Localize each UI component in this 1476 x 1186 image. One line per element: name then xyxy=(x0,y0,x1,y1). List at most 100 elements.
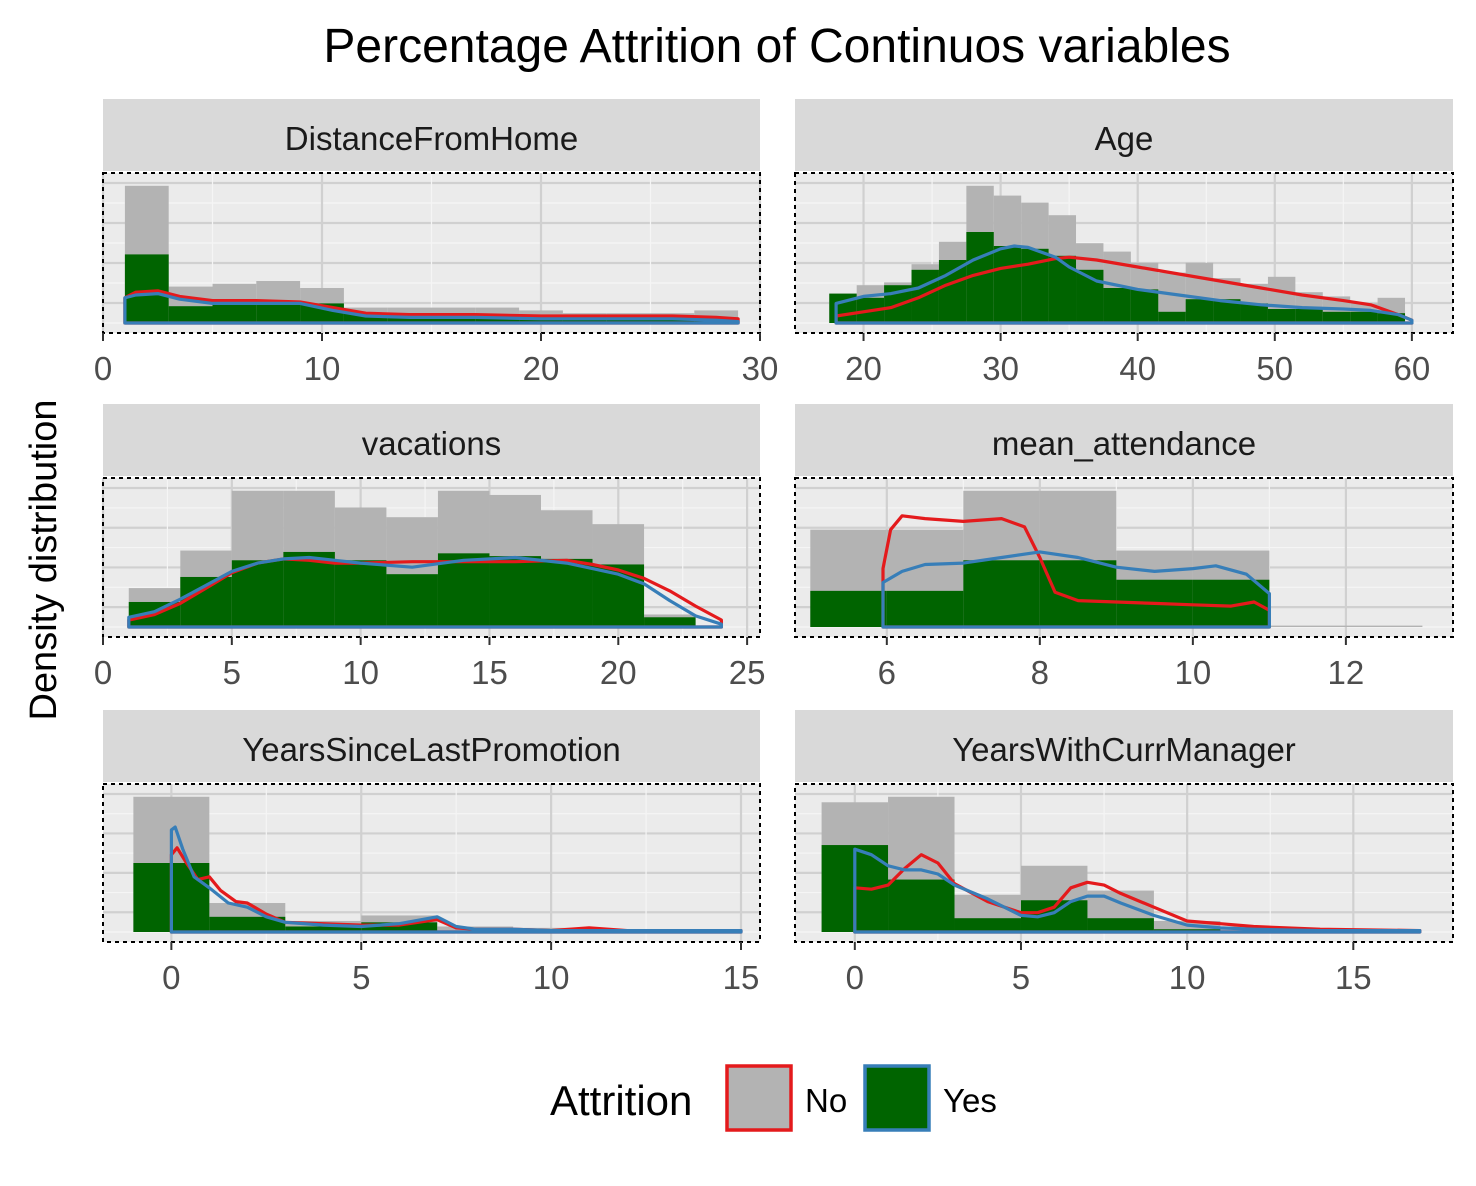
y-axis-label: Density distribution xyxy=(23,399,65,720)
bar-yes xyxy=(437,553,490,627)
chart-title: Percentage Attrition of Continuos variab… xyxy=(323,20,1230,73)
x-tick-label: 10 xyxy=(1175,654,1212,691)
x-tick-label: 10 xyxy=(1169,959,1206,996)
bar-yes xyxy=(1158,311,1186,323)
bar-yes xyxy=(1295,309,1323,323)
bar-yes xyxy=(285,926,362,932)
facet-years-with-curr-manager: YearsWithCurrManager 0 5 10 15 xyxy=(794,710,1454,996)
bar-yes xyxy=(993,246,1022,323)
x-tick-label: 0 xyxy=(94,654,112,691)
x-tick-label: 10 xyxy=(533,959,570,996)
bar-yes xyxy=(489,556,541,627)
facet-strip xyxy=(795,99,1453,171)
bar-yes xyxy=(1213,299,1241,323)
facet-strip xyxy=(795,710,1453,782)
bar-yes xyxy=(938,260,967,323)
facet-strip-label: DistanceFromHome xyxy=(285,120,578,157)
bar-yes xyxy=(888,879,955,932)
bar-yes xyxy=(1048,255,1077,323)
x-tick-label: 20 xyxy=(600,654,637,691)
panel-border xyxy=(102,172,761,334)
bar-yes xyxy=(1322,311,1351,323)
legend-label: Yes xyxy=(943,1082,997,1119)
bar-yes xyxy=(1350,311,1378,323)
x-tick-label: 50 xyxy=(1256,350,1293,387)
bar-yes xyxy=(954,918,1021,932)
facet-strip-label: YearsWithCurrManager xyxy=(952,731,1296,768)
bar-yes xyxy=(475,316,520,323)
bar-yes xyxy=(343,313,388,323)
x-tick-label: 5 xyxy=(352,959,370,996)
facet-years-since-last-promotion: YearsSinceLastPromotion 0 5 10 15 xyxy=(102,710,761,996)
x-tick-label: 8 xyxy=(1031,654,1049,691)
legend-label: No xyxy=(805,1082,847,1119)
x-tick-label: 60 xyxy=(1394,350,1431,387)
bar-yes xyxy=(886,590,964,627)
density-line-yes xyxy=(169,825,743,934)
x-tick-label: 15 xyxy=(471,654,508,691)
x-tick-label: 30 xyxy=(982,350,1019,387)
x-tick-label: 0 xyxy=(94,350,112,387)
facet-age: Age 20 30 40 50 60 xyxy=(794,99,1454,387)
panel-border xyxy=(794,172,1454,334)
histogram xyxy=(821,796,1420,932)
density-line-no xyxy=(853,853,1422,934)
x-tick-label: 10 xyxy=(304,350,341,387)
bar-no xyxy=(1269,625,1346,627)
facet-strip xyxy=(103,99,760,171)
density-line-yes xyxy=(123,292,740,325)
bar-no xyxy=(1345,625,1423,627)
bar-yes xyxy=(541,558,593,627)
bar-yes xyxy=(810,590,887,627)
facet-strip xyxy=(103,710,760,782)
x-axis: 0 5 10 15 xyxy=(846,942,1372,996)
panel-border xyxy=(102,783,761,943)
bar-yes xyxy=(1039,560,1117,627)
x-tick-label: 15 xyxy=(1335,959,1372,996)
bar-yes xyxy=(283,551,335,627)
bar-yes xyxy=(212,303,257,323)
x-tick-label: 0 xyxy=(846,959,864,996)
bar-yes xyxy=(1130,289,1159,323)
x-tick-label: 20 xyxy=(523,350,560,387)
bar-yes xyxy=(334,560,387,627)
x-tick-label: 20 xyxy=(845,350,882,387)
bar-yes xyxy=(431,316,476,323)
x-tick-label: 6 xyxy=(878,654,896,691)
x-axis: 6 8 10 12 xyxy=(878,637,1365,691)
density-line-no xyxy=(123,289,740,325)
x-axis: 0 5 10 15 20 25 xyxy=(94,637,765,691)
legend-key-yes xyxy=(863,1064,931,1132)
bar-yes xyxy=(1240,303,1268,323)
bar-yes xyxy=(168,306,213,323)
x-tick-label: 15 xyxy=(723,959,760,996)
x-axis: 20 30 40 50 60 xyxy=(845,333,1430,387)
facet-mean-attendance: mean_attendance 6 8 10 12 xyxy=(794,404,1454,691)
legend: Attrition No Yes xyxy=(550,1064,997,1132)
facet-vacations: vacations 0 5 10 15 20 25 xyxy=(94,404,765,691)
bar-yes xyxy=(1185,299,1214,323)
facet-distance-from-home: DistanceFromHome 0 10 20 30 xyxy=(94,99,779,387)
bar-yes xyxy=(1103,288,1131,323)
x-axis: 0 10 20 30 xyxy=(94,333,779,387)
x-tick-label: 12 xyxy=(1328,654,1365,691)
facet-strip-label: Age xyxy=(1095,120,1154,157)
x-tick-label: 40 xyxy=(1119,350,1156,387)
legend-item-no: No xyxy=(725,1064,847,1132)
panel-border xyxy=(102,477,761,638)
legend-title: Attrition xyxy=(550,1077,692,1124)
density-line-no xyxy=(881,514,1271,629)
bar-yes xyxy=(386,574,438,627)
facet-strip xyxy=(795,404,1453,476)
facet-strip-label: YearsSinceLastPromotion xyxy=(242,731,621,768)
x-tick-label: 30 xyxy=(742,350,779,387)
bar-yes xyxy=(1267,309,1296,323)
facet-strip-label: mean_attendance xyxy=(992,425,1256,462)
bar-yes xyxy=(963,560,1040,627)
x-axis: 0 5 10 15 xyxy=(162,942,759,996)
density-line-yes xyxy=(834,244,1414,325)
x-tick-label: 5 xyxy=(223,654,241,691)
panel-border xyxy=(794,783,1454,943)
bar-yes xyxy=(256,303,301,323)
